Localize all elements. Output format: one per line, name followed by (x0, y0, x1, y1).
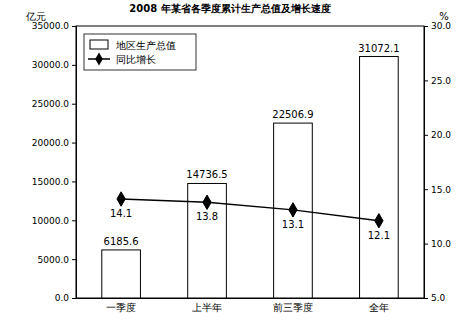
y2-axis: 5.0 10.0 15.0 20.0 25.0 30.0 (424, 21, 451, 303)
tick-mark (72, 298, 76, 299)
bar (102, 250, 141, 298)
tick-label: 前三季度 (273, 302, 313, 313)
data-labels: 6185.6 14736.5 22506.9 31072.1 14.1 13.8 13.1 1… (104, 43, 400, 247)
legend-box (84, 34, 196, 70)
marker (203, 195, 211, 209)
bar (360, 57, 399, 298)
line (121, 199, 379, 221)
tick-label: 5.0 (431, 293, 446, 303)
tick-mark (72, 181, 76, 182)
y2-axis-title: % (439, 11, 449, 22)
tick: 前三季度 (273, 302, 313, 313)
legend: 地区生产总值同比增长 (84, 34, 196, 70)
tick: 5000.0 (38, 255, 77, 265)
tick-mark (72, 220, 76, 221)
axis-line (425, 27, 429, 299)
axis-line (77, 298, 425, 299)
tick-label: 20000.0 (32, 138, 69, 148)
tick-label: 全年 (369, 302, 389, 313)
tick-label: 10000.0 (32, 216, 69, 226)
tick: 35000.0 (32, 21, 76, 31)
tick-mark (72, 143, 76, 144)
tick-mark (424, 135, 428, 136)
tick: 30.0 (424, 21, 451, 31)
tick-label: 20.0 (431, 130, 451, 140)
data-label: 22506.9 (272, 109, 313, 120)
tick: 上半年 (192, 302, 222, 313)
tick: 20.0 (424, 130, 451, 140)
data-label: 31072.1 (358, 43, 399, 54)
tick: 10000.0 (32, 216, 76, 226)
title: 2008 年某省各季度累计生产总值及增长速度 (129, 3, 330, 14)
tick: 0.0 (55, 293, 76, 303)
legend-key (90, 40, 108, 49)
tick-mark (72, 104, 76, 105)
tick: 一季度 (106, 302, 136, 313)
data-label: 14736.5 (186, 169, 227, 180)
tick-label: 0.0 (55, 293, 70, 303)
tick-mark (72, 65, 76, 66)
tick: 20000.0 (32, 138, 76, 148)
tick: 25000.0 (32, 99, 76, 109)
tick-label: 35000.0 (32, 21, 69, 31)
tick: 全年 (369, 302, 389, 313)
tick: 25.0 (424, 76, 451, 86)
data-label: 14.1 (110, 208, 132, 219)
marks (102, 57, 398, 298)
tick-label: 上半年 (192, 302, 222, 313)
x-axis: 一季度 上半年 前三季度 全年 (77, 299, 425, 314)
tick: 10.0 (424, 239, 451, 249)
y-axis: 0.0 5000.0 10000.0 15000.0 20000.0 25000.0 300… (32, 21, 77, 303)
marker (117, 192, 125, 206)
tick-mark (424, 298, 428, 299)
data-label: 13.8 (196, 211, 218, 222)
plot-frame (76, 26, 424, 298)
bar (188, 183, 227, 298)
tick-mark (424, 80, 428, 81)
tick-label: 30000.0 (32, 60, 69, 70)
data-label: 12.1 (368, 230, 390, 241)
marker (289, 203, 297, 217)
tick-label: 10.0 (431, 239, 451, 249)
legend-label: 地区生产总值 (115, 40, 176, 51)
tick: 5.0 (424, 293, 446, 303)
legend-marker (95, 52, 103, 65)
tick-mark (72, 259, 76, 260)
tick-mark (72, 26, 76, 27)
tick-label: 30.0 (431, 21, 451, 31)
tick: 15.0 (424, 185, 451, 195)
tick-label: 5000.0 (38, 255, 70, 265)
legend-label: 同比增长 (116, 54, 156, 65)
tick-mark (424, 189, 428, 190)
tick: 15000.0 (32, 177, 76, 187)
tick-label: 15000.0 (32, 177, 69, 187)
tick-mark (424, 244, 428, 245)
tick-label: 15.0 (431, 185, 451, 195)
y-axis-title: 亿元 (25, 11, 46, 22)
tick-label: 一季度 (106, 302, 136, 313)
tick: 30000.0 (32, 60, 76, 70)
data-label: 6185.6 (104, 236, 139, 247)
bar (274, 123, 313, 298)
tick-mark (424, 26, 428, 27)
tick-label: 25.0 (431, 76, 451, 86)
plot: 0.0 5000.0 10000.0 15000.0 20000.0 25000.0 300… (32, 21, 452, 313)
axis-line (72, 27, 77, 299)
marker (375, 214, 383, 228)
data-label: 13.1 (282, 219, 304, 230)
tick-label: 25000.0 (32, 99, 69, 109)
